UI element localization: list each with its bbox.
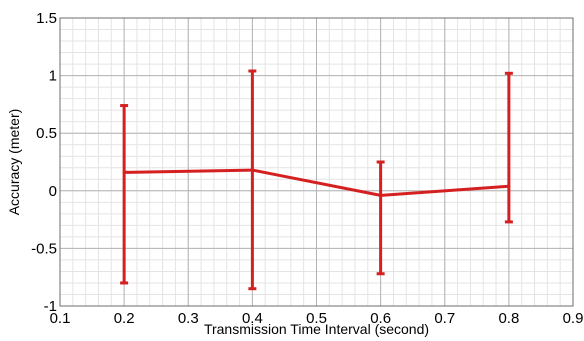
x-tick-label: 0.1 bbox=[50, 310, 71, 327]
data-point bbox=[379, 193, 383, 197]
x-tick-label: 0.7 bbox=[434, 310, 455, 327]
data-point bbox=[250, 168, 254, 172]
series-layer bbox=[120, 69, 513, 291]
x-tick-label: 0.4 bbox=[242, 310, 263, 327]
y-tick-label: -1 bbox=[44, 298, 57, 315]
y-tick-label: 1.5 bbox=[36, 10, 57, 27]
x-axis-title: Transmission Time Interval (second) bbox=[204, 321, 429, 337]
x-tick-label: 0.3 bbox=[178, 310, 199, 327]
y-axis-title: Accuracy (meter) bbox=[6, 109, 22, 216]
x-tick-label: 0.9 bbox=[563, 310, 584, 327]
y-tick-label: 0 bbox=[49, 183, 57, 200]
x-tick-label: 0.2 bbox=[114, 310, 135, 327]
y-tick-label: -0.5 bbox=[31, 240, 57, 257]
plot-frame bbox=[59, 17, 574, 307]
x-tick-label: 0.8 bbox=[498, 310, 519, 327]
x-tick-label: 0.5 bbox=[306, 310, 327, 327]
data-point bbox=[507, 184, 511, 188]
x-tick-label: 0.6 bbox=[370, 310, 391, 327]
y-tick-label: 1 bbox=[49, 68, 57, 85]
series-line bbox=[124, 168, 509, 197]
x-tick-labels: 0.1 0.2 0.3 0.4 0.5 0.6 0.7 0.8 0.9 bbox=[50, 310, 584, 327]
series-group bbox=[120, 69, 513, 291]
y-tick-labels: -1 -0.5 0 0.5 1 1.5 bbox=[31, 10, 57, 315]
y-tick-label: 0.5 bbox=[36, 125, 57, 142]
data-point bbox=[122, 170, 126, 174]
